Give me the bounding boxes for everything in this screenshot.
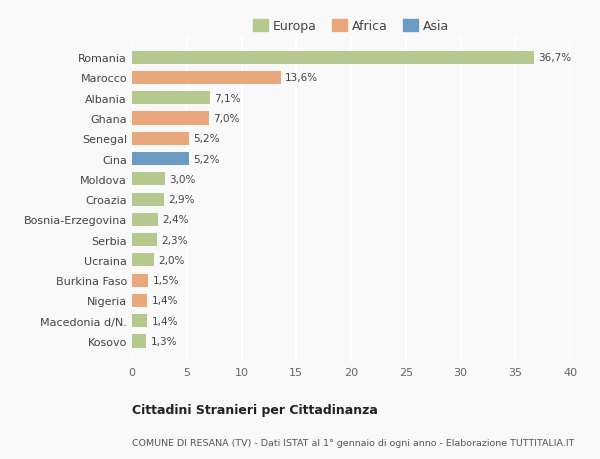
Bar [132, 92, 210, 105]
Text: COMUNE DI RESANA (TV) - Dati ISTAT al 1° gennaio di ogni anno - Elaborazione TUT: COMUNE DI RESANA (TV) - Dati ISTAT al 1°… [132, 438, 574, 447]
Text: 2,3%: 2,3% [161, 235, 188, 245]
Text: 13,6%: 13,6% [286, 73, 319, 84]
Text: 5,2%: 5,2% [193, 134, 220, 144]
Bar [132, 72, 281, 85]
Bar [132, 234, 157, 246]
Text: 1,3%: 1,3% [151, 336, 177, 346]
Bar [132, 193, 164, 206]
Bar [132, 294, 148, 308]
Text: 7,1%: 7,1% [214, 94, 241, 104]
Bar [132, 335, 146, 348]
Bar [132, 173, 165, 186]
Bar [132, 153, 189, 166]
Text: 2,4%: 2,4% [163, 215, 189, 225]
Bar [132, 254, 154, 267]
Bar [132, 133, 189, 146]
Text: 7,0%: 7,0% [213, 114, 239, 124]
Bar [132, 112, 209, 125]
Bar [132, 274, 148, 287]
Text: 5,2%: 5,2% [193, 154, 220, 164]
Text: 1,4%: 1,4% [152, 316, 178, 326]
Bar [132, 51, 534, 65]
Text: 1,4%: 1,4% [152, 296, 178, 306]
Bar [132, 314, 148, 328]
Text: 1,5%: 1,5% [153, 275, 179, 285]
Text: Cittadini Stranieri per Cittadinanza: Cittadini Stranieri per Cittadinanza [132, 403, 378, 416]
Bar [132, 213, 158, 226]
Legend: Europa, Africa, Asia: Europa, Africa, Asia [248, 15, 454, 38]
Text: 36,7%: 36,7% [538, 53, 571, 63]
Text: 2,0%: 2,0% [158, 255, 185, 265]
Text: 2,9%: 2,9% [168, 195, 194, 205]
Text: 3,0%: 3,0% [169, 174, 196, 185]
